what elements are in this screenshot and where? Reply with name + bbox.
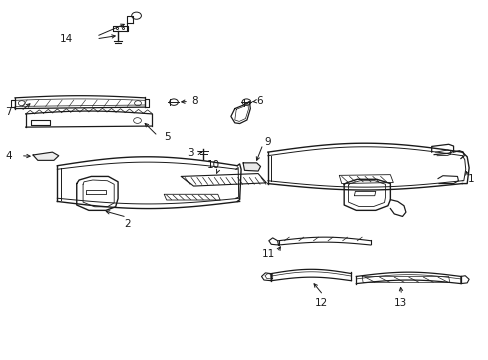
Text: 8: 8 [191,96,197,106]
Text: 1: 1 [467,174,474,184]
Text: 13: 13 [393,298,406,308]
Text: 2: 2 [124,219,131,229]
Polygon shape [243,163,260,171]
Text: 5: 5 [164,132,170,142]
Polygon shape [33,152,59,160]
Text: 10: 10 [206,160,220,170]
Text: 4: 4 [5,151,12,161]
Text: 12: 12 [314,298,327,308]
Text: 11: 11 [261,249,274,259]
Text: 7: 7 [5,107,12,117]
Text: 3: 3 [186,148,193,158]
Text: 14: 14 [60,34,73,44]
Text: 9: 9 [264,138,270,148]
Text: 6: 6 [256,96,263,106]
